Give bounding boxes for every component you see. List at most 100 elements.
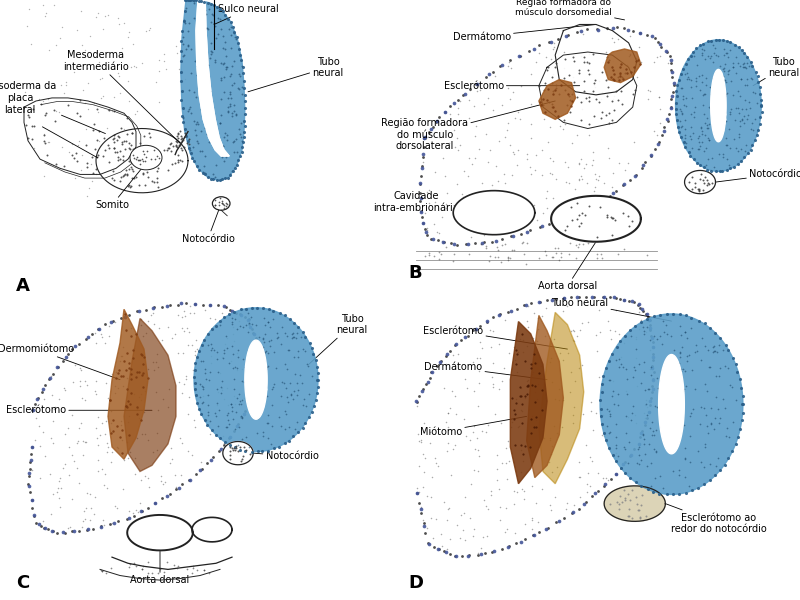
Point [574, 218, 587, 227]
Point [639, 157, 652, 167]
Point [645, 458, 658, 468]
Point [85, 503, 98, 512]
Point [582, 468, 594, 478]
Point [203, 429, 216, 439]
Point [238, 312, 251, 322]
Point [614, 68, 626, 77]
Point [637, 430, 650, 439]
Point [194, 127, 207, 136]
Point [146, 161, 158, 170]
Point [195, 381, 208, 391]
Point [176, 156, 189, 166]
Point [204, 53, 217, 62]
Point [102, 157, 115, 167]
Point [448, 99, 461, 109]
Point [260, 362, 273, 372]
Point [182, 446, 194, 455]
Point [121, 402, 134, 412]
Point [50, 529, 63, 538]
Point [184, 148, 197, 158]
Point [544, 449, 557, 458]
Point [246, 367, 259, 376]
Point [236, 454, 249, 464]
Point [574, 115, 586, 125]
Point [442, 409, 454, 418]
Point [183, 143, 196, 152]
Point [127, 509, 140, 518]
Point [638, 449, 651, 458]
Point [175, 145, 188, 155]
Point [237, 323, 250, 332]
Point [268, 379, 281, 389]
Point [729, 40, 742, 50]
Point [526, 481, 538, 491]
Point [570, 253, 582, 263]
Polygon shape [510, 322, 547, 484]
Point [58, 89, 70, 98]
Point [190, 566, 203, 575]
Point [97, 152, 110, 161]
Point [659, 426, 672, 436]
Point [162, 143, 175, 152]
Point [181, 136, 194, 146]
Point [516, 418, 529, 428]
Point [74, 111, 86, 121]
Point [543, 358, 556, 367]
Point [542, 137, 554, 146]
Point [222, 24, 235, 34]
Point [194, 146, 206, 155]
Point [452, 208, 465, 217]
Point [482, 504, 494, 514]
Point [518, 393, 531, 403]
Point [242, 361, 255, 371]
Point [105, 181, 118, 190]
Point [444, 403, 457, 413]
Point [297, 328, 310, 337]
Point [502, 255, 514, 265]
Point [23, 457, 36, 467]
Point [518, 494, 530, 504]
Point [92, 107, 105, 117]
Point [234, 151, 246, 161]
Point [494, 310, 506, 319]
Point [651, 53, 664, 62]
Point [262, 304, 275, 314]
Point [694, 40, 706, 50]
Point [531, 313, 544, 322]
Point [236, 395, 249, 405]
Point [521, 227, 534, 237]
Point [586, 456, 598, 466]
Point [125, 140, 138, 149]
Point [274, 308, 286, 318]
Point [681, 68, 694, 77]
Point [550, 216, 563, 226]
Point [630, 478, 642, 487]
Point [687, 113, 700, 122]
Point [234, 71, 246, 80]
Point [439, 199, 452, 209]
Point [187, 561, 200, 571]
Point [66, 494, 78, 503]
Point [550, 175, 562, 184]
Point [660, 47, 673, 56]
Point [664, 102, 677, 112]
Point [618, 295, 630, 305]
Point [415, 207, 428, 217]
Point [21, 479, 34, 489]
Point [707, 109, 720, 118]
Point [495, 61, 508, 70]
Point [120, 130, 133, 139]
Point [77, 516, 90, 526]
Point [244, 361, 257, 370]
Point [457, 525, 470, 535]
Point [647, 355, 660, 365]
Point [600, 23, 613, 33]
Point [279, 383, 292, 393]
Point [202, 24, 214, 34]
Point [632, 459, 645, 469]
Point [594, 404, 607, 413]
Point [94, 93, 107, 103]
Point [158, 56, 170, 66]
Point [557, 395, 570, 405]
Point [123, 310, 136, 320]
